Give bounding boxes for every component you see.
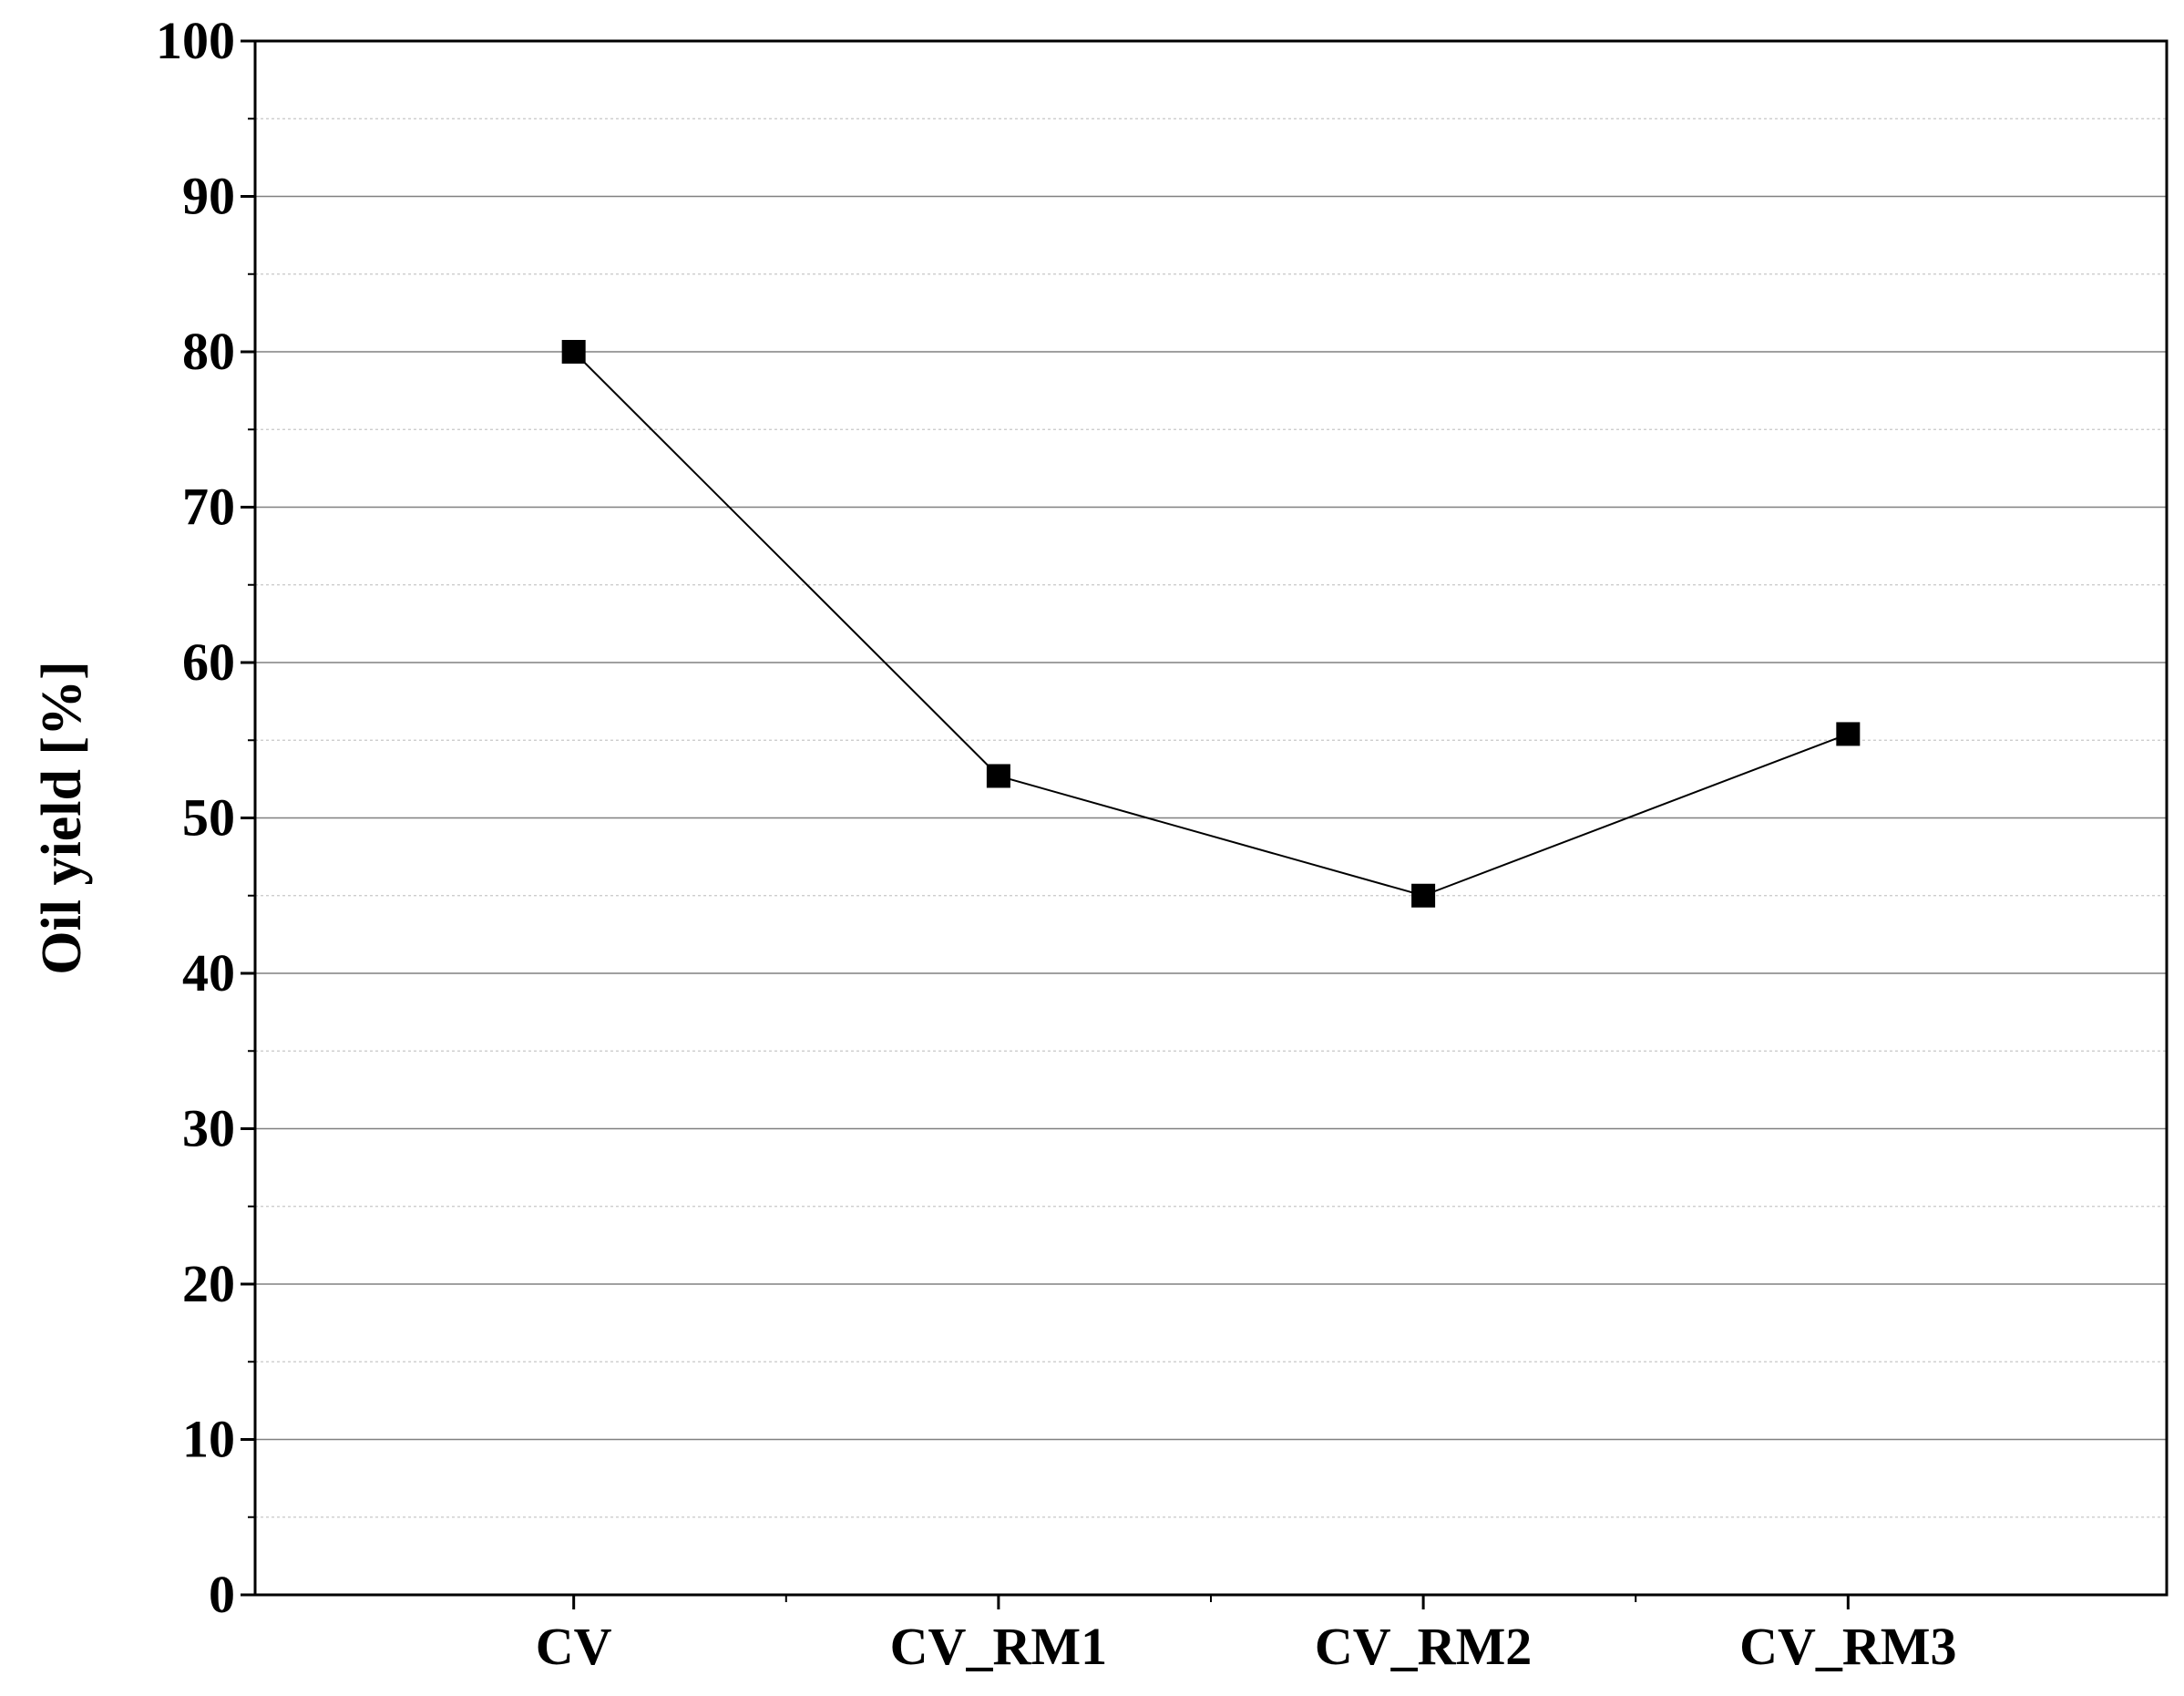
y-tick-label: 0 — [209, 1565, 235, 1624]
y-tick-label: 100 — [156, 11, 235, 70]
major-gridlines — [255, 195, 2167, 1441]
data-point-marker — [1836, 722, 1861, 746]
x-tick-label: CV_RM3 — [1739, 1617, 1956, 1676]
minor-gridlines — [255, 118, 2167, 1518]
x-tick-label: CV — [536, 1617, 612, 1676]
y-tick-label: 20 — [182, 1254, 235, 1313]
y-axis-title: Oil yield [%] — [31, 661, 93, 974]
y-tick-label: 10 — [182, 1410, 235, 1469]
x-tick-label: CV_RM1 — [890, 1617, 1107, 1676]
data-point-marker — [1411, 883, 1436, 908]
y-tick-label: 80 — [182, 322, 235, 381]
y-tick-label: 60 — [182, 632, 235, 692]
y-tick-label: 50 — [182, 788, 235, 848]
y-tick-label: 40 — [182, 943, 235, 1002]
y-tick-label: 90 — [182, 167, 235, 226]
y-axis-ticks: 0 10 20 30 40 50 60 70 80 90 100 — [156, 11, 255, 1624]
y-tick-label: 70 — [182, 478, 235, 537]
series-layer — [561, 340, 1861, 908]
x-tick-label: CV_RM2 — [1315, 1617, 1532, 1676]
x-axis-ticks: CV CV_RM1 CV_RM2 CV_RM3 — [536, 1595, 1957, 1676]
data-point-marker — [561, 340, 586, 364]
data-point-marker — [986, 764, 1010, 788]
series-line — [572, 351, 1849, 897]
y-tick-label: 30 — [182, 1099, 235, 1158]
